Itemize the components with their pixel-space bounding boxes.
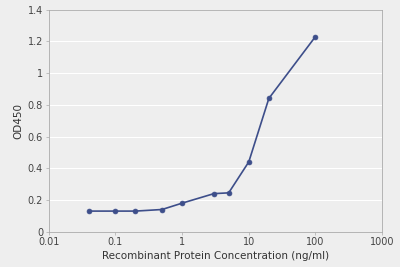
Y-axis label: OD450: OD450 bbox=[14, 103, 24, 139]
X-axis label: Recombinant Protein Concentration (ng/ml): Recombinant Protein Concentration (ng/ml… bbox=[102, 252, 329, 261]
